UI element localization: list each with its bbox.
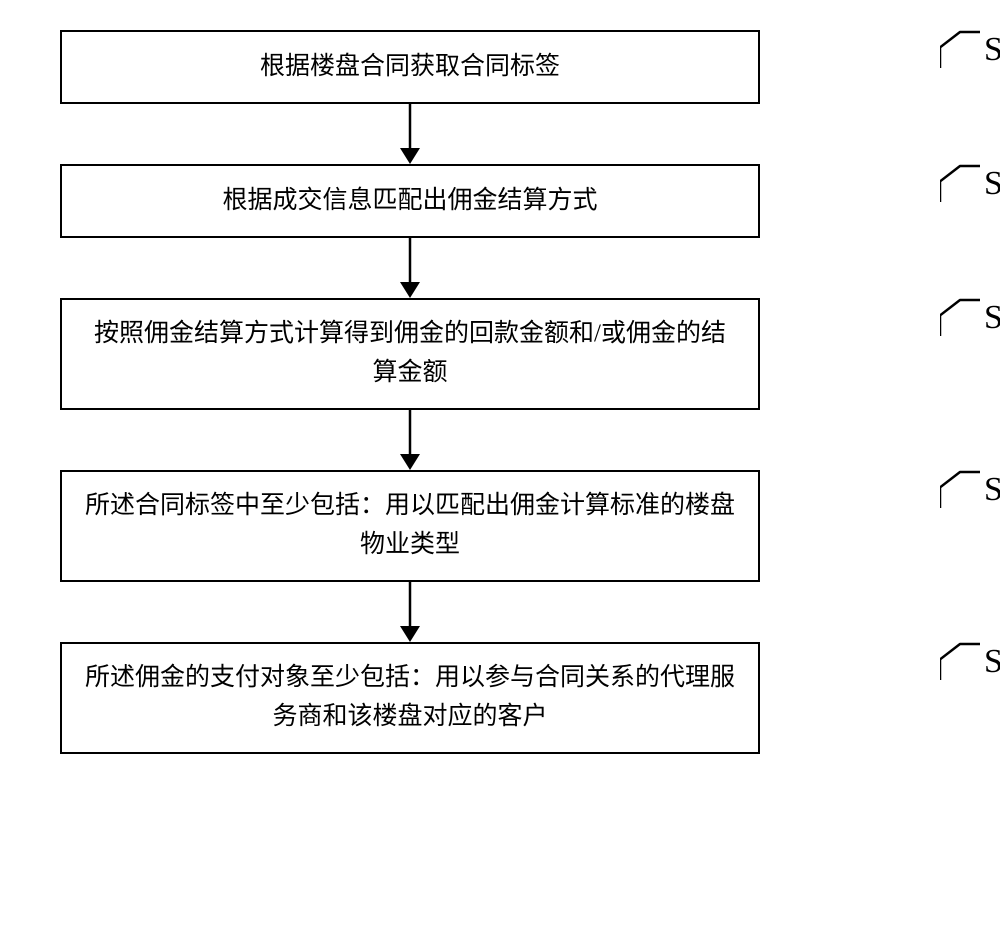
step-label: S101 [984, 165, 1000, 203]
step-box: 根据楼盘合同获取合同标签 [60, 30, 760, 104]
step-label-wrap: S101 [940, 158, 1000, 210]
step-label: S102 [984, 299, 1000, 337]
step-label-wrap: S100 [940, 24, 1000, 76]
step-label: S100 [984, 31, 1000, 69]
arrow-wrap [60, 582, 760, 642]
step-text: 所述佣金的支付对象至少包括：用以参与合同关系的代理服务商和该楼盘对应的客户 [82, 659, 738, 737]
flow-step-s100: 根据楼盘合同获取合同标签S100 [60, 30, 940, 104]
step-box: 所述合同标签中至少包括：用以匹配出佣金计算标准的楼盘物业类型 [60, 470, 760, 582]
flow-arrow [390, 104, 430, 164]
arrow-wrap [60, 410, 760, 470]
flow-arrow [390, 238, 430, 298]
step-label-wrap: S103 [940, 464, 1000, 516]
bracket-icon [940, 292, 980, 344]
step-text: 所述合同标签中至少包括：用以匹配出佣金计算标准的楼盘物业类型 [82, 487, 738, 565]
bracket-icon [940, 158, 980, 210]
arrow-wrap [60, 104, 760, 164]
bracket-icon [940, 636, 980, 688]
step-label-wrap: S104 [940, 636, 1000, 688]
flow-arrow [390, 582, 430, 642]
bracket-icon [940, 24, 980, 76]
flowchart-container: 根据楼盘合同获取合同标签S100 根据成交信息匹配出佣金结算方式S101 按照佣金结… [60, 30, 940, 754]
step-text: 按照佣金结算方式计算得到佣金的回款金额和/或佣金的结算金额 [82, 315, 738, 393]
step-box: 根据成交信息匹配出佣金结算方式 [60, 164, 760, 238]
flow-step-s101: 根据成交信息匹配出佣金结算方式S101 [60, 164, 940, 238]
flow-arrow [390, 410, 430, 470]
flow-step-s102: 按照佣金结算方式计算得到佣金的回款金额和/或佣金的结算金额S102 [60, 298, 940, 410]
step-label: S103 [984, 471, 1000, 509]
step-box: 所述佣金的支付对象至少包括：用以参与合同关系的代理服务商和该楼盘对应的客户 [60, 642, 760, 754]
step-label: S104 [984, 643, 1000, 681]
flow-step-s103: 所述合同标签中至少包括：用以匹配出佣金计算标准的楼盘物业类型S103 [60, 470, 940, 582]
step-box: 按照佣金结算方式计算得到佣金的回款金额和/或佣金的结算金额 [60, 298, 760, 410]
step-text: 根据成交信息匹配出佣金结算方式 [222, 182, 597, 221]
arrow-wrap [60, 238, 760, 298]
step-label-wrap: S102 [940, 292, 1000, 344]
flow-step-s104: 所述佣金的支付对象至少包括：用以参与合同关系的代理服务商和该楼盘对应的客户S10… [60, 642, 940, 754]
step-text: 根据楼盘合同获取合同标签 [260, 48, 560, 87]
bracket-icon [940, 464, 980, 516]
